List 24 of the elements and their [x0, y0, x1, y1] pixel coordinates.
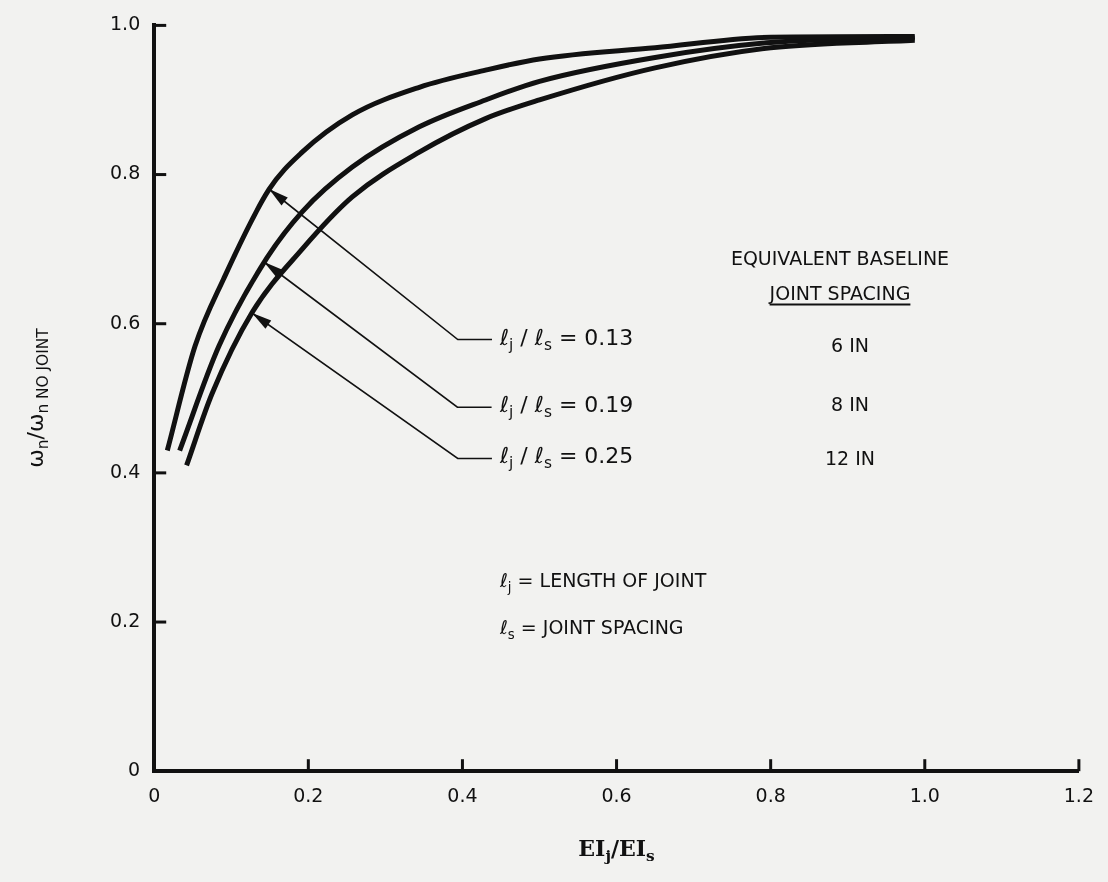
x-axis-title: EI$_{j}$/EI$_{s}$: [578, 835, 655, 866]
annotation: JOINT SPACING: [769, 281, 911, 304]
x-tick-label: 0.6: [601, 783, 632, 806]
annotation: ℓ$_{s}$ = JOINT SPACING: [500, 616, 684, 643]
annotation: ℓ$_{j}$ = LENGTH OF JOINT: [500, 569, 707, 596]
annotation: EQUIVALENT BASELINE: [730, 246, 950, 269]
y-tick-label: 0: [128, 758, 141, 781]
y-tick-label: 1.0: [110, 12, 141, 35]
y-tick-label: 0.4: [110, 459, 141, 482]
annotation: ℓ$_{j}$ / ℓ$_{s}$ = 0.19: [500, 391, 634, 421]
annotation: ℓ$_{j}$ / ℓ$_{s}$ = 0.25: [500, 442, 634, 472]
y-tick-label: 0.6: [110, 310, 141, 333]
x-tick-label: 1.0: [909, 783, 940, 806]
x-tick-label: 0.8: [755, 783, 786, 806]
x-tick-label: 0.4: [447, 783, 478, 806]
y-tick-label: 0.2: [110, 608, 141, 631]
y-tick-label: 0.8: [110, 161, 141, 184]
annotation: 12 IN: [824, 446, 876, 469]
x-tick-label: 1.2: [1063, 783, 1094, 806]
x-tick-label: 0.2: [293, 783, 324, 806]
annotation: ℓ$_{j}$ / ℓ$_{s}$ = 0.13: [500, 324, 634, 354]
annotation: 6 IN: [831, 333, 869, 356]
x-tick-label: 0: [148, 783, 161, 806]
annotation: 8 IN: [831, 392, 869, 415]
